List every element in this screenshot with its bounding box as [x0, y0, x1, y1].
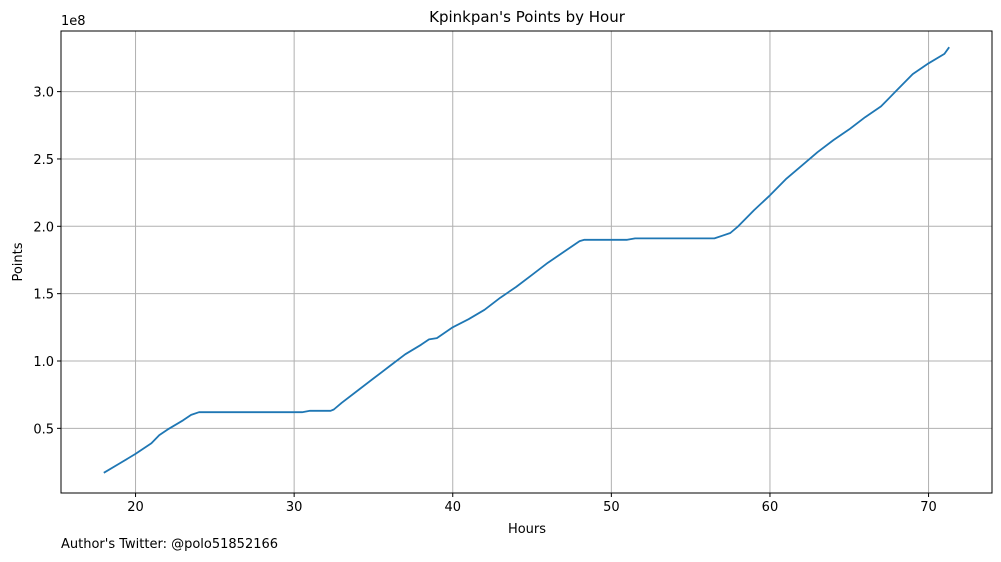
x-tick-label: 40 [444, 500, 461, 515]
y-tick-label: 2.0 [33, 220, 54, 235]
x-tick-label: 60 [762, 500, 779, 515]
series-line-points [103, 46, 950, 474]
y-axis-ticks: 0.5 1.0 1.5 2.0 2.5 3.0 [33, 86, 61, 437]
x-axis-label: Hours [508, 522, 546, 537]
y-tick-label: 2.5 [33, 153, 54, 168]
y-tick-label: 1.0 [33, 355, 54, 370]
chart-title: Kpinkpan's Points by Hour [429, 8, 626, 26]
plot-frame [60, 30, 993, 494]
y-tick-label: 3.0 [33, 86, 54, 101]
x-tick-label: 20 [127, 500, 144, 515]
x-tick-label: 70 [920, 500, 937, 515]
author-twitter-note: Author's Twitter: @polo51852166 [61, 537, 279, 552]
y-axis-offset-label: 1e8 [61, 14, 86, 29]
y-tick-label: 0.5 [33, 422, 54, 437]
series-layer [103, 46, 950, 474]
x-tick-label: 30 [286, 500, 303, 515]
x-tick-label: 50 [603, 500, 620, 515]
x-axis-ticks: 20 30 40 50 60 70 [127, 493, 937, 515]
y-axis-label: Points [11, 242, 26, 281]
y-tick-label: 1.5 [33, 288, 54, 303]
plot-area [61, 31, 992, 493]
grid [61, 31, 992, 493]
